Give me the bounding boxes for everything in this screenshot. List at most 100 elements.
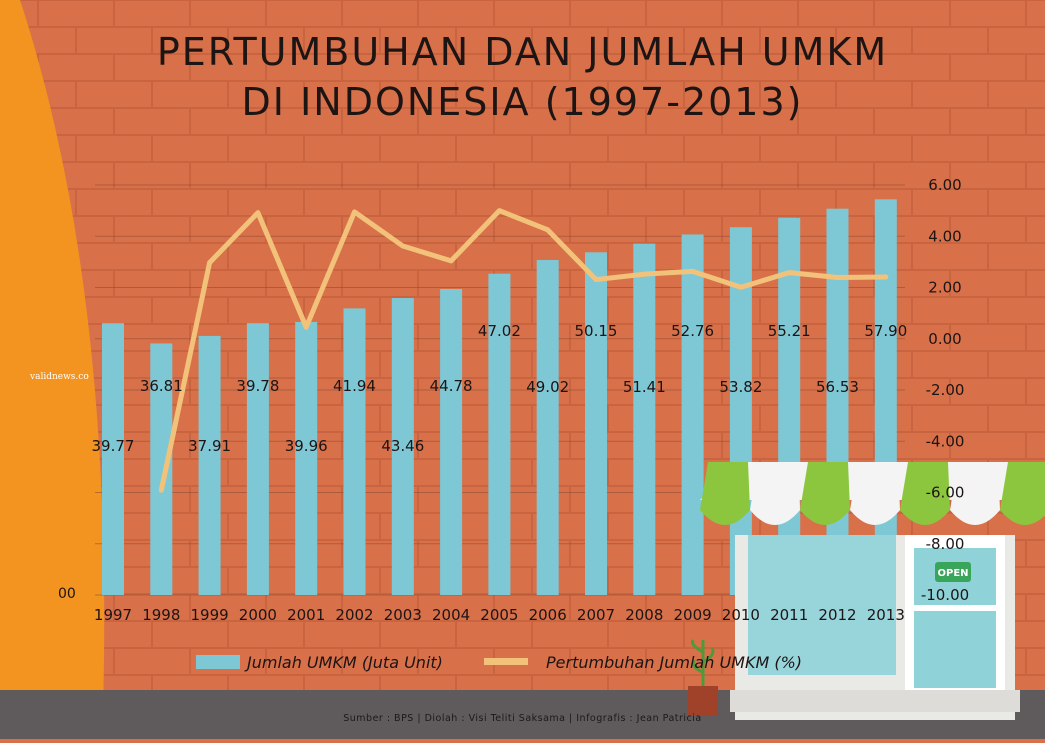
line-point-2013 [883, 274, 888, 279]
x-tick-2012: 2012 [818, 606, 856, 624]
plant-leaves [691, 639, 715, 686]
bar-2008 [633, 243, 656, 595]
footer-credits: Sumber : BPS | Diolah : Visi Teliti Saks… [343, 713, 702, 724]
shop-base [730, 690, 1020, 712]
x-axis-tick-labels: 1997 1998 1999 2000 2001 2002 2003 2004 2005 2006… [94, 606, 905, 624]
y-left-tick-label: 00 [58, 586, 76, 602]
bar-label-1999: 37.91 [188, 437, 231, 455]
line-point-2004 [449, 258, 454, 263]
y2-tick: 2.00 [928, 279, 961, 297]
x-tick-2005: 2005 [480, 606, 518, 624]
x-tick-1998: 1998 [142, 606, 180, 624]
bar-label-1997: 39.77 [92, 437, 135, 455]
bar-label-2011: 55.21 [768, 322, 811, 340]
bar-label-2006: 49.02 [526, 378, 569, 396]
x-tick-2007: 2007 [577, 606, 615, 624]
line-point-1998 [159, 488, 164, 493]
y2-tick: -4.00 [926, 432, 965, 450]
bar-label-2005: 47.02 [478, 322, 521, 340]
awning-stripe [750, 462, 800, 525]
bar-2009 [681, 234, 704, 595]
x-tick-2001: 2001 [287, 606, 325, 624]
awning-stripe [950, 462, 1000, 525]
y2-tick: -2.00 [926, 381, 965, 399]
x-tick-2013: 2013 [867, 606, 905, 624]
bar-2007 [585, 252, 607, 595]
shop-door-frame-bar [914, 605, 996, 611]
line-point-2001 [304, 325, 309, 330]
watermark-logo-text: validnews.co [30, 372, 89, 382]
x-tick-2006: 2006 [529, 606, 567, 624]
awning-stripe [1000, 462, 1045, 525]
bar-label-2008: 51.41 [623, 378, 666, 396]
open-sign [935, 562, 971, 582]
line-point-2008 [642, 272, 647, 277]
y2-tick: 0.00 [928, 330, 961, 348]
y2-tick: -6.00 [926, 484, 965, 502]
x-tick-2011: 2011 [770, 606, 808, 624]
bar-label-2012: 56.53 [816, 378, 859, 396]
legend-line-label: Pertumbuhan Jumlah UMKM (%) [546, 653, 802, 672]
bar-1998 [150, 343, 173, 595]
x-tick-2010: 2010 [722, 606, 760, 624]
bar-label-2004: 44.78 [430, 377, 473, 395]
x-tick-2008: 2008 [625, 606, 663, 624]
line-point-2002 [352, 209, 357, 214]
legend-bar-swatch [196, 655, 240, 669]
bar-1997 [102, 323, 124, 595]
awning-stripes [700, 462, 1045, 525]
line-point-2011 [787, 270, 792, 275]
line-point-2000 [255, 210, 260, 215]
growth-line [158, 208, 889, 493]
x-tick-2003: 2003 [384, 606, 422, 624]
x-tick-1999: 1999 [191, 606, 229, 624]
open-sign-label: OPEN [937, 568, 968, 579]
shop-window [748, 535, 896, 675]
bar-2002 [343, 308, 366, 595]
bar-label-2007: 50.15 [575, 322, 618, 340]
line-point-2006 [545, 227, 550, 232]
bar-2000 [246, 323, 269, 595]
bar-1999 [198, 335, 221, 595]
awning-stripe [900, 462, 950, 525]
bar-label-2000: 39.78 [236, 377, 279, 395]
legend: Jumlah UMKM (Juta Unit) Pertumbuhan Juml… [196, 653, 802, 672]
bar-label-2002: 41.94 [333, 377, 376, 395]
bar-2006 [536, 260, 559, 595]
x-tick-2009: 2009 [674, 606, 712, 624]
orange-arch-decoration [0, 0, 105, 739]
x-tick-1997: 1997 [94, 606, 132, 624]
line-point-2012 [835, 275, 840, 280]
x-tick-2002: 2002 [335, 606, 373, 624]
plant-pot [688, 686, 718, 716]
bar-2003 [391, 298, 414, 595]
bar-2001 [295, 321, 318, 595]
line-point-2005 [497, 208, 502, 213]
line-point-1999 [207, 260, 212, 265]
y2-tick: -8.00 [926, 535, 965, 553]
bar-label-2001: 39.96 [285, 437, 328, 455]
x-tick-2004: 2004 [432, 606, 470, 624]
y2-tick: 6.00 [928, 176, 961, 194]
y2-tick: 4.00 [928, 227, 961, 245]
awning-stripe [700, 462, 750, 525]
line-point-2010 [738, 285, 743, 290]
line-point-2003 [400, 243, 405, 248]
bar-data-labels: 39.77 36.81 37.91 39.78 39.96 41.94 43.46 44.78… [92, 322, 908, 455]
awning-stripe [800, 462, 850, 525]
bar-label-2013: 57.90 [864, 322, 907, 340]
bar-label-2010: 53.82 [719, 378, 762, 396]
bar-label-1998: 36.81 [140, 377, 183, 395]
chart-title-line-1: PERTUMBUHAN DAN JUMLAH UMKM [156, 30, 889, 74]
y2-tick: -10.00 [921, 586, 969, 604]
bar-label-2003: 43.46 [381, 437, 424, 455]
bar-2004 [440, 289, 463, 595]
bar-2005 [488, 273, 511, 595]
legend-bar-label: Jumlah UMKM (Juta Unit) [244, 653, 443, 672]
chart-title-line-2: DI INDONESIA (1997-2013) [241, 80, 804, 124]
legend-line-swatch [484, 658, 528, 665]
line-point-2009 [690, 269, 695, 274]
line-series [158, 208, 889, 493]
